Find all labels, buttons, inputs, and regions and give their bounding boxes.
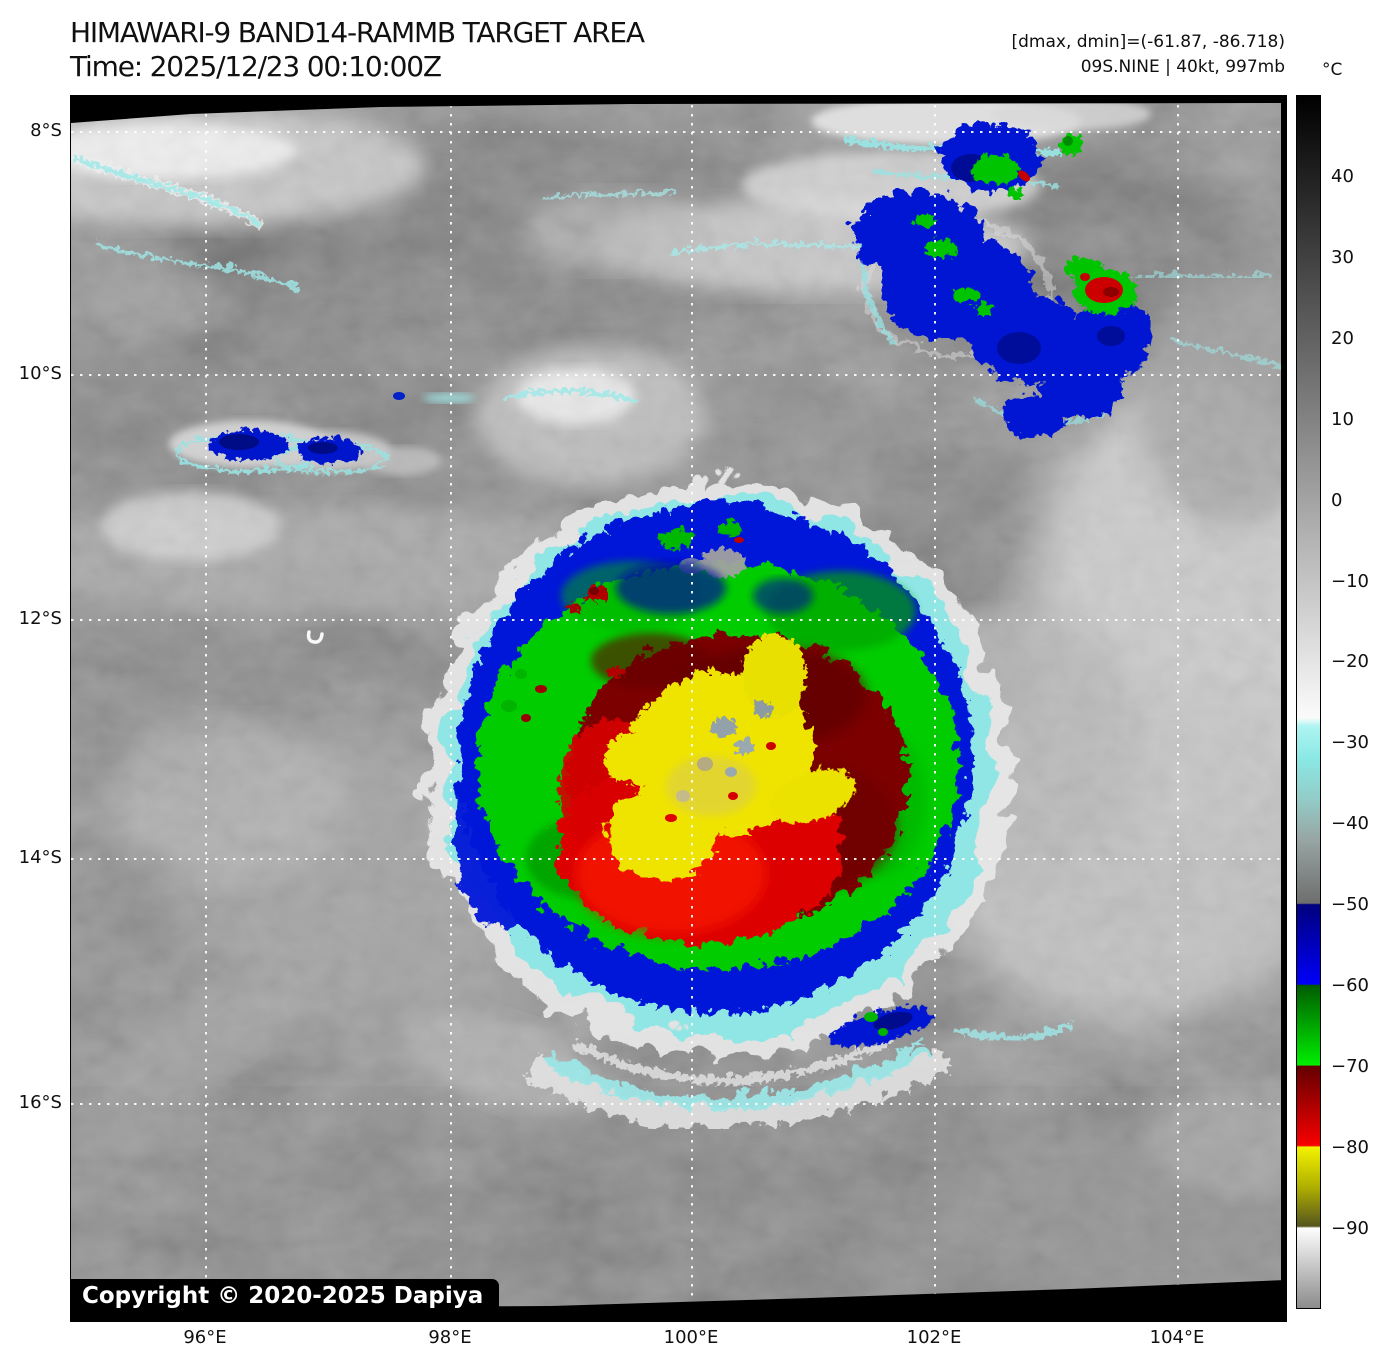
lat-label-12s: 12°S xyxy=(18,608,62,629)
lon-label-104e: 104°E xyxy=(1149,1327,1205,1348)
lon-label-102e: 102°E xyxy=(906,1327,962,1348)
storm-stats-block: [dmax, dmin]=(-61.87, -86.718) 09S.NINE … xyxy=(1012,30,1286,80)
satellite-image xyxy=(71,96,1286,1321)
product-time: Time: 2025/12/23 00:10:00Z xyxy=(70,50,442,83)
colorbar-tick-30: 30 xyxy=(1331,247,1354,268)
colorbar-tick-m50: −50 xyxy=(1331,894,1369,915)
lon-label-100e: 100°E xyxy=(663,1327,719,1348)
gridlines xyxy=(71,96,1286,1321)
dmax-dmin-line: [dmax, dmin]=(-61.87, -86.718) xyxy=(1011,32,1286,52)
colorbar-tick-m60: −60 xyxy=(1331,975,1369,996)
colorbar-tick-20: 20 xyxy=(1331,328,1354,349)
title-block: HIMAWARI-9 BAND14-RAMMB TARGET AREA Time… xyxy=(70,16,645,84)
product-title: HIMAWARI-9 BAND14-RAMMB TARGET AREA xyxy=(70,16,645,49)
colorbar-tick-40: 40 xyxy=(1331,166,1354,187)
cyclone xyxy=(419,473,1073,1126)
colorbar-tick-m70: −70 xyxy=(1331,1056,1369,1077)
lat-label-16s: 16°S xyxy=(18,1092,62,1113)
temperature-colorbar xyxy=(1296,95,1321,1309)
colorbar-tick-m30: −30 xyxy=(1331,732,1369,753)
lat-label-8s: 8°S xyxy=(30,120,62,141)
colorbar-tick-m40: −40 xyxy=(1331,813,1369,834)
lon-label-98e: 98°E xyxy=(428,1327,472,1348)
colorbar-tick-m90: −90 xyxy=(1331,1218,1369,1239)
lon-label-96e: 96°E xyxy=(183,1327,227,1348)
satellite-map: Copyright © 2020-2025 Dapiya xyxy=(70,95,1287,1322)
copyright-badge: Copyright © 2020-2025 Dapiya xyxy=(71,1279,500,1314)
storm-id-line: 09S.NINE | 40kt, 997mb xyxy=(1080,57,1285,77)
colorbar-tick-m10: −10 xyxy=(1331,571,1369,592)
cyan-cloud-fringes xyxy=(71,151,1283,401)
colorbar-tick-m80: −80 xyxy=(1331,1137,1369,1158)
lat-label-14s: 14°S xyxy=(18,847,62,868)
lat-label-10s: 10°S xyxy=(18,363,62,384)
colorbar-tick-10: 10 xyxy=(1331,409,1354,430)
ne-storm-cluster xyxy=(811,97,1151,433)
colorbar-tick-m20: −20 xyxy=(1331,651,1369,672)
colorbar-unit-label: °C xyxy=(1322,60,1343,80)
colorbar-tick-0: 0 xyxy=(1331,490,1343,511)
nw-blue-patches xyxy=(169,392,475,644)
